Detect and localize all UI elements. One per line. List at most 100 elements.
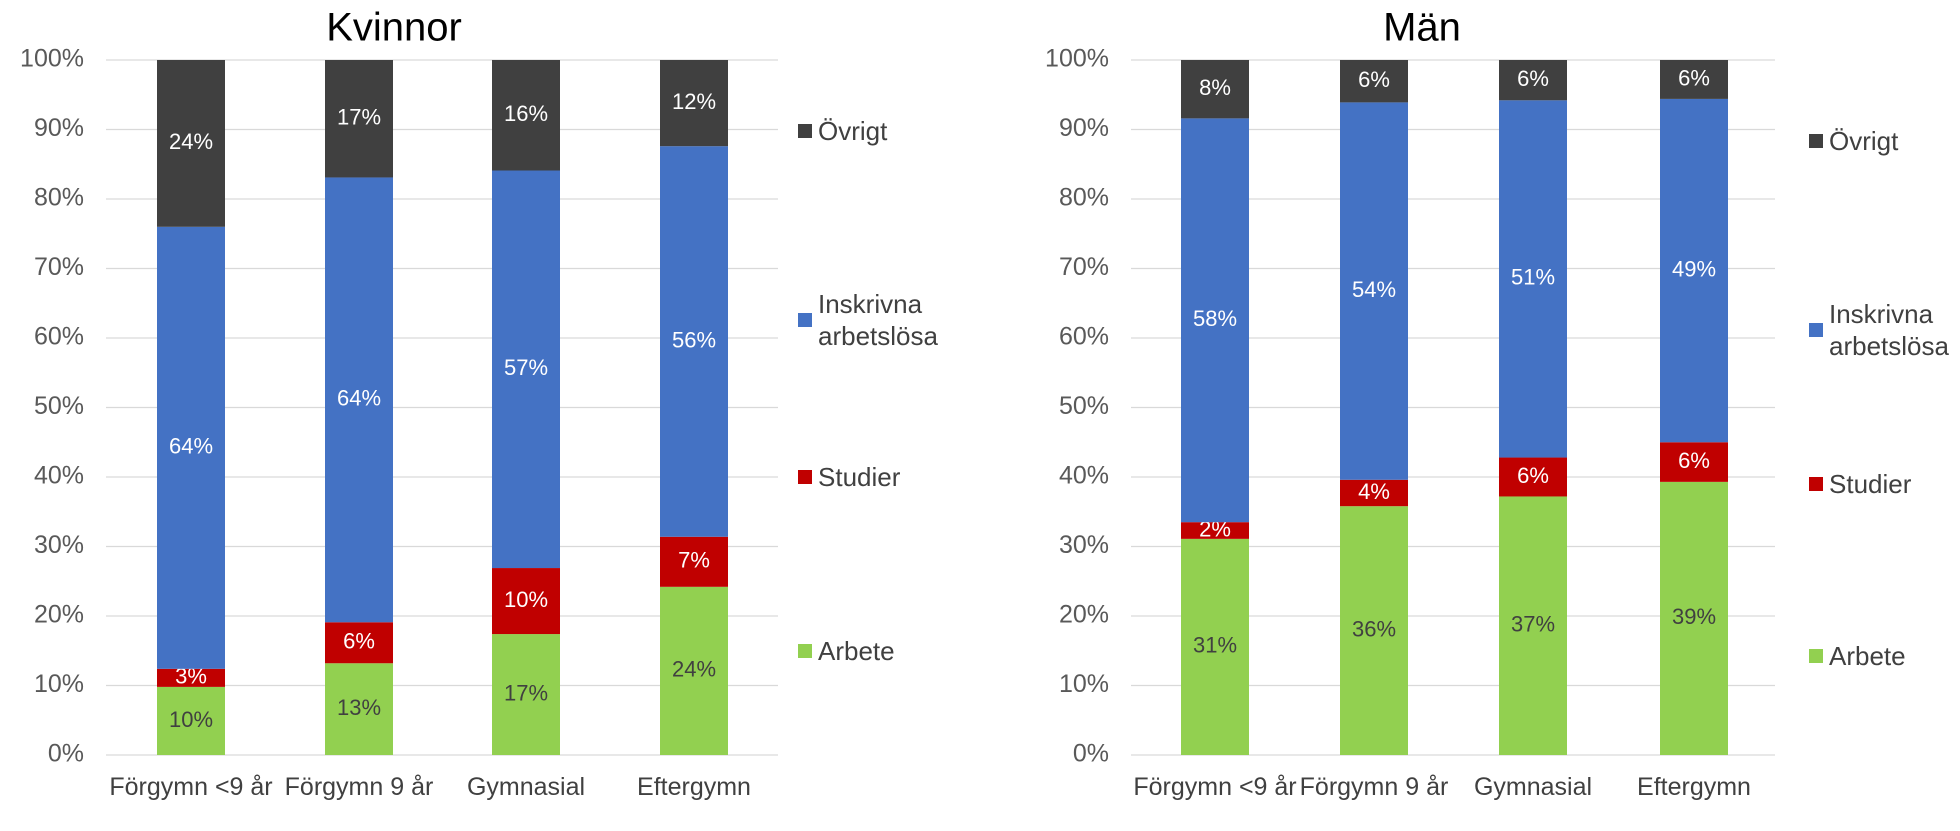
legend-item: Studier [798, 461, 968, 493]
legend-swatch [798, 313, 812, 327]
bar-segment [1181, 60, 1249, 119]
data-label: 57% [504, 355, 548, 380]
y-tick-label: 50% [1059, 392, 1109, 420]
legend-label: Arbete [818, 636, 895, 666]
chart-title: Män [1383, 6, 1461, 50]
bar-segment [1181, 522, 1249, 539]
y-tick-label: 70% [34, 253, 84, 281]
bar-segment [1660, 442, 1728, 482]
y-tick-label: 80% [34, 184, 84, 212]
bar-segment [660, 586, 728, 755]
legend-swatch [1809, 323, 1823, 337]
x-tick-label: Eftergymn [637, 773, 751, 801]
bar-segment [1499, 100, 1567, 458]
y-tick-label: 40% [34, 462, 84, 490]
data-label: 16% [504, 101, 548, 126]
bar-segment [1660, 60, 1728, 99]
data-label: 7% [678, 548, 710, 573]
y-tick-label: 20% [34, 601, 84, 629]
data-label: 6% [343, 629, 375, 654]
chart-title: Kvinnor [326, 6, 462, 50]
legend-item: Övrigt [1809, 125, 1960, 157]
legend-swatch [798, 124, 812, 138]
data-label: 49% [1672, 256, 1716, 281]
data-label: 6% [1517, 66, 1549, 91]
legend-label: Studier [1829, 469, 1912, 499]
bar-segment [325, 60, 393, 178]
data-label: 4% [1358, 479, 1390, 504]
data-label: 17% [337, 105, 381, 130]
data-label: 6% [1517, 463, 1549, 488]
bar-segment [660, 60, 728, 147]
data-label: 39% [1672, 604, 1716, 629]
data-label: 37% [1511, 612, 1555, 637]
bar-segment [1660, 481, 1728, 755]
y-tick-label: 50% [34, 392, 84, 420]
y-tick-label: 90% [1059, 114, 1109, 142]
data-label: 6% [1678, 448, 1710, 473]
y-tick-label: 0% [48, 740, 84, 768]
data-label: 58% [1193, 306, 1237, 331]
legend-item: Övrigt [798, 115, 968, 147]
x-tick-label: Gymnasial [466, 773, 586, 801]
data-label: 64% [169, 434, 213, 459]
bar-segment [1340, 60, 1408, 103]
legend-item: Studier [1809, 468, 1960, 500]
y-tick-label: 100% [1045, 45, 1109, 73]
x-tick-label: Förgymn <9 år [109, 773, 273, 801]
y-tick-label: 0% [1073, 740, 1109, 768]
legend-label: Arbete [1829, 641, 1906, 671]
bar-segment [157, 686, 225, 755]
bar-segment [1499, 496, 1567, 755]
y-tick-label: 30% [34, 531, 84, 559]
y-tick-label: 40% [1059, 462, 1109, 490]
legend-swatch [1809, 477, 1823, 491]
legend-swatch [1809, 649, 1823, 663]
bar-segment [1340, 479, 1408, 507]
bar-segment [157, 668, 225, 687]
legend-swatch [798, 470, 812, 484]
data-label: 6% [1678, 65, 1710, 90]
legend-label: Studier [818, 462, 901, 492]
bar-segment [325, 663, 393, 755]
data-label: 12% [672, 89, 716, 114]
bar-segment [492, 634, 560, 755]
data-label: 64% [337, 386, 381, 411]
x-tick-label: Förgymn 9 år [284, 773, 434, 801]
bar-segment [1181, 118, 1249, 523]
legend-label: Övrigt [1829, 126, 1899, 156]
bar-segment [660, 146, 728, 537]
x-tick-label: Gymnasial [1473, 773, 1593, 801]
bar-segment [660, 536, 728, 587]
y-tick-label: 70% [1059, 253, 1109, 281]
legend-swatch [798, 644, 812, 658]
y-tick-label: 60% [34, 323, 84, 351]
data-label: 51% [1511, 265, 1555, 290]
legend-label: Övrigt [818, 116, 888, 146]
legend-item: Inskrivna arbetslösa [1809, 298, 1960, 362]
y-tick-label: 90% [34, 114, 84, 142]
bar-segment [1340, 102, 1408, 480]
legend-label: Inskrivna arbetslösa [818, 289, 938, 351]
data-label: 10% [504, 587, 548, 612]
data-label: 36% [1352, 616, 1396, 641]
y-tick-label: 80% [1059, 184, 1109, 212]
y-tick-label: 10% [34, 670, 84, 698]
data-label: 24% [672, 657, 716, 682]
data-label: 56% [672, 327, 716, 352]
y-tick-label: 10% [1059, 670, 1109, 698]
y-tick-label: 20% [1059, 601, 1109, 629]
legend-swatch [1809, 134, 1823, 148]
data-label: 13% [337, 695, 381, 720]
y-tick-label: 100% [20, 45, 84, 73]
bar-segment [1340, 506, 1408, 755]
x-tick-label: Förgymn 9 år [1299, 773, 1449, 801]
y-tick-label: 30% [1059, 531, 1109, 559]
x-tick-label: Förgymn <9 år [1133, 773, 1297, 801]
data-label: 6% [1358, 67, 1390, 92]
bar-segment [1499, 60, 1567, 101]
bar-segment [492, 170, 560, 569]
bar-segment [157, 60, 225, 227]
bar-segment [1499, 457, 1567, 497]
